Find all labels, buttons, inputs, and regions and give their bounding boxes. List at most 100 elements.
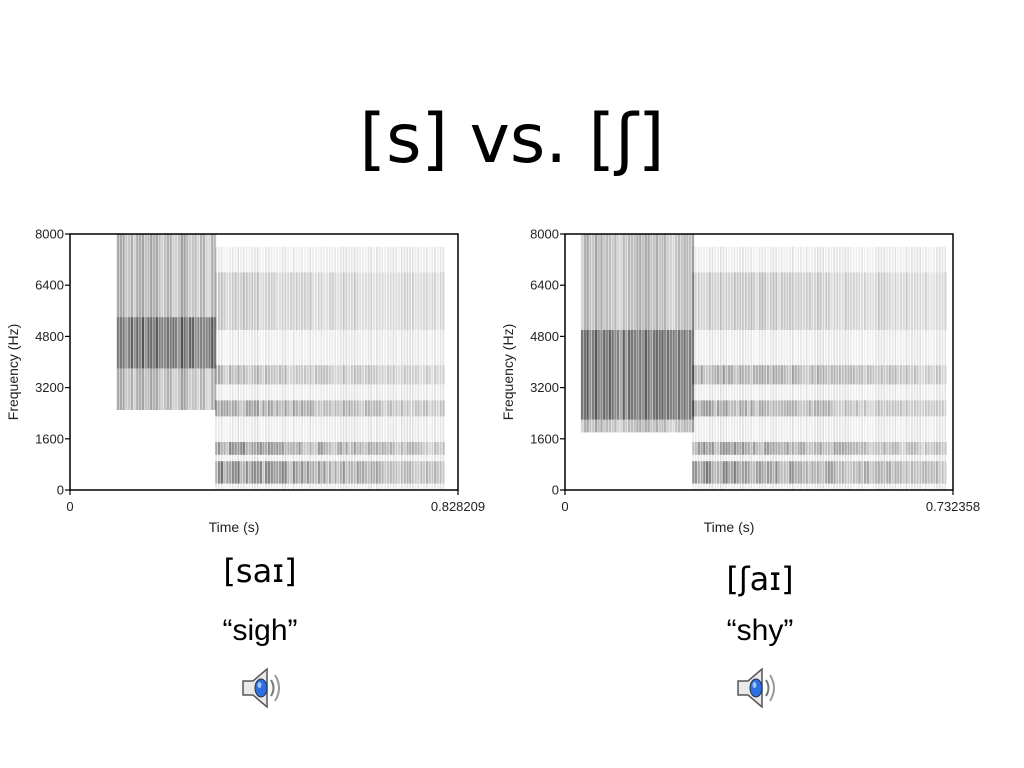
spectrogram-cell — [334, 442, 337, 455]
spectrogram-cell — [248, 272, 251, 330]
spectrogram-striation — [301, 246, 303, 490]
spectrogram-striation — [733, 246, 736, 490]
spectrogram-cell — [387, 461, 390, 484]
spectrogram-cell — [767, 272, 770, 330]
spectrogram-cell — [312, 400, 315, 417]
spectrogram-cell — [714, 400, 717, 417]
spectrogram-cell — [739, 272, 742, 330]
spectrogram-striation — [902, 246, 905, 490]
spectrogram-striation — [265, 246, 267, 490]
spectrogram-cell — [205, 234, 208, 410]
spectrogram-cell — [936, 400, 939, 417]
spectrogram-cell — [583, 330, 587, 420]
spectrogram-cell — [608, 330, 611, 420]
spectrogram-cell — [880, 365, 883, 385]
spectrogram-cell — [750, 272, 753, 330]
spectrogram-cell — [611, 234, 614, 433]
spectrogram-cell — [839, 400, 842, 417]
spectrogram-cell — [359, 442, 362, 455]
spectrogram-cell — [423, 442, 426, 455]
spectrogram-cell — [603, 330, 606, 420]
spectrogram-cell — [841, 272, 845, 330]
spectrogram-cell — [226, 461, 229, 484]
spectrogram-cell — [281, 442, 285, 455]
spectrogram-cell — [736, 461, 739, 484]
spectrogram-cell — [245, 442, 249, 455]
spectrogram-cell — [279, 442, 282, 455]
spectrogram-cell — [164, 234, 167, 410]
spectrogram-cell — [373, 442, 376, 455]
spectrogram-cell — [619, 330, 623, 420]
spectrogram-cell — [902, 442, 906, 455]
spectrogram-cell — [273, 365, 276, 385]
spectrogram-cell — [883, 461, 886, 484]
spectrogram-striation — [905, 246, 908, 490]
spectrogram-cell — [417, 461, 420, 484]
spectrogram-cell — [858, 442, 861, 455]
spectrogram-cell — [328, 272, 332, 330]
spectrogram-striation — [922, 246, 924, 490]
spectrogram-cell — [852, 365, 856, 385]
spectrogram-cell — [197, 234, 200, 410]
spectrogram-cell — [339, 461, 343, 484]
spectrogram-cell — [717, 442, 720, 455]
spectrogram-cell — [866, 400, 870, 417]
spectrogram-cell — [150, 317, 153, 369]
spectrogram-cell — [739, 461, 742, 484]
spectrogram-cell — [586, 234, 589, 433]
spectrogram-cell — [384, 365, 387, 385]
spectrogram-cell — [434, 272, 437, 330]
spectrogram-cell — [828, 272, 831, 330]
spectrogram-cell — [270, 400, 274, 417]
spectrogram-cell — [442, 442, 445, 455]
spectrogram-cell — [326, 461, 329, 484]
spectrogram-cell — [353, 365, 357, 385]
spectrogram-cell — [778, 442, 781, 455]
spectrogram-cell — [208, 317, 211, 369]
spectrogram-striation — [692, 246, 694, 490]
spectrogram-cell — [172, 234, 175, 410]
spectrogram-cell — [398, 400, 401, 417]
spectrogram-cell — [303, 272, 307, 330]
spectrogram-cell — [722, 365, 725, 385]
spectrogram-cell — [345, 400, 348, 417]
spectrogram-cell — [592, 330, 595, 420]
spectrogram-cell — [295, 400, 298, 417]
spectrogram-cell — [780, 272, 784, 330]
spectrogram-cell — [208, 234, 211, 410]
spectrogram-cell — [337, 461, 340, 484]
spectrogram-cell — [803, 442, 806, 455]
spectrogram-cell — [847, 461, 850, 484]
spectrogram-cell — [836, 365, 839, 385]
spectrogram-cell — [315, 400, 318, 417]
spectrogram-striation — [744, 246, 747, 490]
spectrogram-striation — [267, 246, 270, 490]
play-audio-sigh-button[interactable] — [237, 664, 287, 712]
spectrogram-cell — [767, 365, 770, 385]
spectrogram-cell — [412, 442, 415, 455]
spectrogram-cell — [395, 272, 398, 330]
spectrogram-cell — [653, 330, 656, 420]
spectrogram-cell — [273, 272, 276, 330]
spectrogram-cell — [406, 365, 409, 385]
spectrogram-cell — [803, 461, 806, 484]
spectrogram-cell — [936, 461, 939, 484]
play-audio-shy-button[interactable] — [732, 664, 782, 712]
x-axis-label: Time (s) — [704, 519, 755, 535]
spectrogram-cell — [202, 317, 206, 369]
spectrogram-cell — [395, 461, 398, 484]
spectrogram-cell — [259, 272, 262, 330]
spectrogram-cell — [647, 234, 650, 433]
spectrogram-cell — [825, 365, 828, 385]
spectrogram-cell — [362, 442, 365, 455]
spectrogram-cell — [409, 461, 412, 484]
spectrogram-cell — [825, 272, 828, 330]
spectrogram-striation — [234, 246, 237, 490]
spectrogram-cell — [245, 461, 249, 484]
spectrogram-cell — [589, 330, 592, 420]
spectrogram-cell — [423, 400, 426, 417]
spectrogram-cell — [409, 400, 412, 417]
spectrogram-cell — [387, 365, 390, 385]
spectrogram-cell — [223, 272, 226, 330]
spectrogram-cell — [130, 234, 134, 410]
